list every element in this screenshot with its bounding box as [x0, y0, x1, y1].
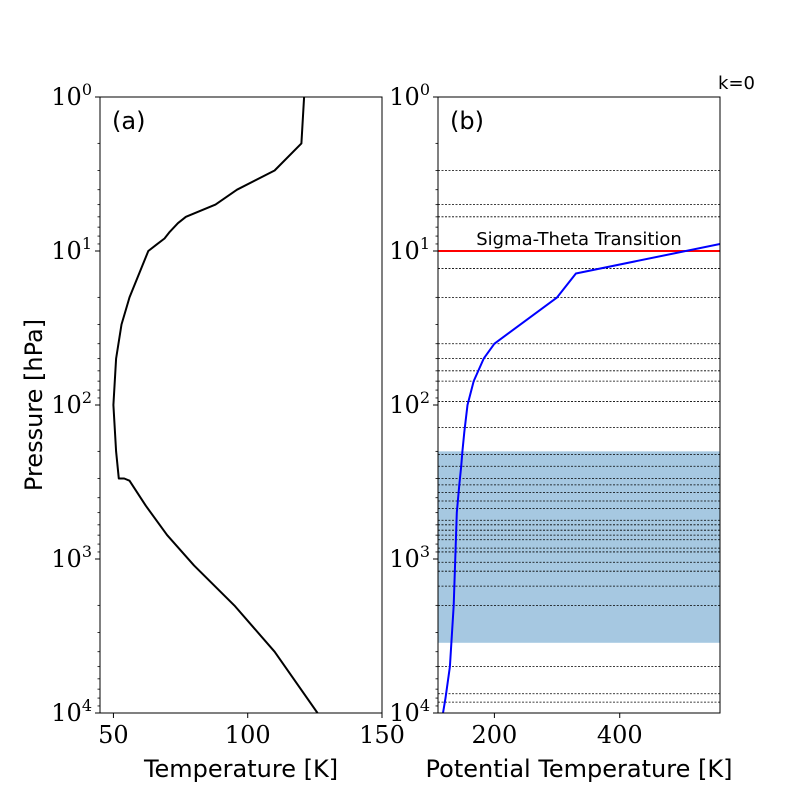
- y-tick-label: 102: [51, 388, 92, 419]
- y-tick-label: 103: [389, 542, 430, 573]
- x-tick-label: 200: [471, 721, 517, 749]
- y-tick-label: 101: [389, 234, 430, 265]
- x-axis-label: Potential Temperature [K]: [426, 755, 733, 783]
- shaded-band: [438, 451, 720, 643]
- y-tick-label: 101: [51, 234, 92, 265]
- x-tick-label: 400: [597, 721, 643, 749]
- x-tick-label: 50: [98, 721, 129, 749]
- panel-label: (b): [450, 107, 484, 135]
- plot-area: [438, 170, 720, 713]
- y-tick-label: 100: [51, 80, 92, 111]
- y-tick-label: 100: [389, 80, 430, 111]
- panel-b: 100 101 102 103 104 200 400 Potential Temperatu…: [389, 80, 732, 783]
- y-tick-label: 103: [51, 542, 92, 573]
- plot-frame: [99, 96, 383, 714]
- data-line: [112, 97, 319, 713]
- x-tick-label: 150: [359, 721, 405, 749]
- y-axis-label: Pressure [hPa]: [20, 319, 48, 491]
- plot-area: [112, 97, 319, 713]
- y-tick-label: 104: [51, 696, 92, 727]
- data-line: [442, 243, 720, 713]
- y-tick-label: 102: [389, 388, 430, 419]
- panel-label: (a): [112, 107, 145, 135]
- x-axis-label: Temperature [K]: [143, 755, 338, 783]
- x-tick-label: 100: [225, 721, 271, 749]
- k-label: k=0: [718, 73, 755, 94]
- transition-label: Sigma-Theta Transition: [476, 229, 682, 250]
- y-tick-label: 104: [389, 696, 430, 727]
